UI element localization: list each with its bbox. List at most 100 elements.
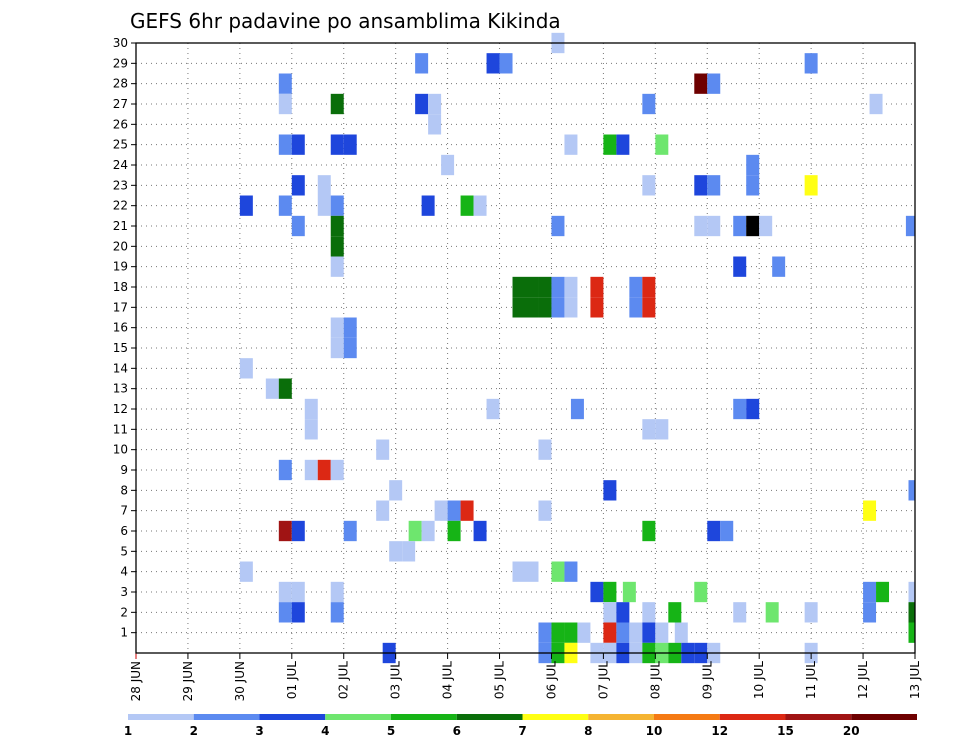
legend-swatch — [588, 714, 654, 720]
precip-cell — [317, 195, 331, 216]
precip-cell — [291, 175, 305, 196]
precip-cell — [551, 561, 565, 582]
y-tick-label: 28 — [113, 77, 128, 91]
precip-cell — [512, 561, 526, 582]
y-tick-label: 2 — [120, 605, 128, 619]
y-tick-label: 15 — [113, 341, 128, 355]
y-tick-label: 12 — [113, 402, 128, 416]
legend-label: 2 — [190, 724, 198, 738]
precip-cell — [389, 480, 403, 501]
precip-cell — [590, 581, 604, 603]
precip-cell — [603, 581, 617, 603]
precip-cell — [570, 398, 584, 420]
precip-cell — [486, 398, 500, 420]
precip-cell — [317, 175, 331, 196]
legend-label: 8 — [584, 724, 592, 738]
y-tick-label: 24 — [113, 158, 128, 172]
precip-cell — [551, 297, 565, 318]
y-tick-label: 22 — [113, 199, 128, 213]
precip-cell — [655, 622, 669, 643]
y-tick-label: 27 — [113, 97, 128, 111]
precip-cell — [551, 276, 565, 298]
precip-cell — [304, 419, 318, 440]
precip-cell — [642, 297, 656, 318]
precip-cell — [239, 358, 253, 379]
precip-cell — [421, 195, 435, 216]
precip-cell — [642, 520, 656, 542]
x-tick-label: 04 JUL — [441, 661, 455, 699]
x-axis: 28 JUN 29 JUN 30 JUN 01 JUL 02 JUL 03 JUL 04 J… — [129, 653, 922, 701]
precip-cell — [603, 134, 617, 155]
precip-cell — [603, 602, 617, 623]
precip-cell — [694, 73, 708, 94]
legend-label: 12 — [711, 724, 728, 738]
precip-cell — [804, 175, 818, 196]
precip-cell — [707, 215, 721, 237]
precip-cell — [876, 581, 890, 603]
precip-cell — [694, 581, 708, 603]
precip-cell — [278, 378, 292, 399]
precip-cell — [317, 459, 331, 481]
legend-label: 15 — [777, 724, 794, 738]
y-tick-label: 11 — [113, 422, 128, 436]
x-tick-label: 09 JUL — [700, 661, 714, 699]
precip-cell — [746, 215, 760, 237]
y-tick-label: 17 — [113, 300, 128, 314]
precip-cell — [239, 195, 253, 216]
precip-cell — [447, 500, 461, 521]
precip-cell — [908, 480, 915, 501]
x-tick-label: 07 JUL — [596, 661, 610, 699]
precip-cell — [460, 195, 474, 216]
precip-cell — [343, 337, 357, 359]
precip-cell — [447, 520, 461, 542]
precip-cell — [434, 500, 448, 521]
precip-cell — [278, 581, 292, 603]
x-tick-label: 03 JUL — [389, 661, 403, 699]
precip-cell — [577, 622, 591, 643]
legend-swatch — [259, 714, 326, 720]
legend-swatch — [522, 714, 589, 720]
legend-swatch — [851, 714, 917, 720]
precip-cell — [694, 215, 708, 237]
y-tick-label: 14 — [113, 361, 128, 375]
precip-cell — [343, 520, 357, 542]
precip-cell — [694, 175, 708, 196]
precip-cell — [765, 602, 779, 623]
precip-cell — [421, 520, 435, 542]
precip-cell — [538, 297, 552, 318]
precip-cell — [278, 134, 292, 155]
y-tick-label: 16 — [113, 321, 128, 335]
legend-swatch — [193, 714, 260, 720]
precip-cell — [376, 439, 390, 460]
precip-cell — [389, 541, 403, 562]
precip-cell — [330, 602, 344, 623]
precip-cell — [863, 602, 877, 623]
precip-cell — [330, 256, 344, 277]
precip-cell — [616, 134, 630, 155]
precip-cell — [772, 256, 786, 277]
y-tick-label: 6 — [120, 524, 128, 538]
precip-cell — [746, 398, 760, 420]
precip-cell — [746, 154, 760, 176]
legend-swatch — [128, 714, 194, 720]
precip-cell — [616, 602, 630, 623]
precip-cell — [499, 53, 513, 74]
precip-cell — [908, 602, 915, 623]
precip-cell — [304, 398, 318, 420]
y-tick-label: 20 — [113, 239, 128, 253]
precip-cell — [460, 500, 474, 521]
precip-cell — [402, 541, 416, 562]
precip-cell — [525, 561, 539, 582]
precip-cell — [330, 236, 344, 257]
precip-cell — [525, 297, 539, 318]
precip-cell — [343, 134, 357, 155]
precip-cell — [512, 276, 526, 298]
precip-cell — [863, 581, 877, 603]
y-tick-label: 4 — [120, 565, 128, 579]
precip-cell — [512, 297, 526, 318]
precip-cell — [428, 93, 442, 115]
x-tick-label: 13 JUL — [908, 661, 922, 699]
precip-cell — [655, 419, 669, 440]
precip-cell — [239, 561, 253, 582]
x-tick-label: 28 JUN — [129, 661, 143, 701]
